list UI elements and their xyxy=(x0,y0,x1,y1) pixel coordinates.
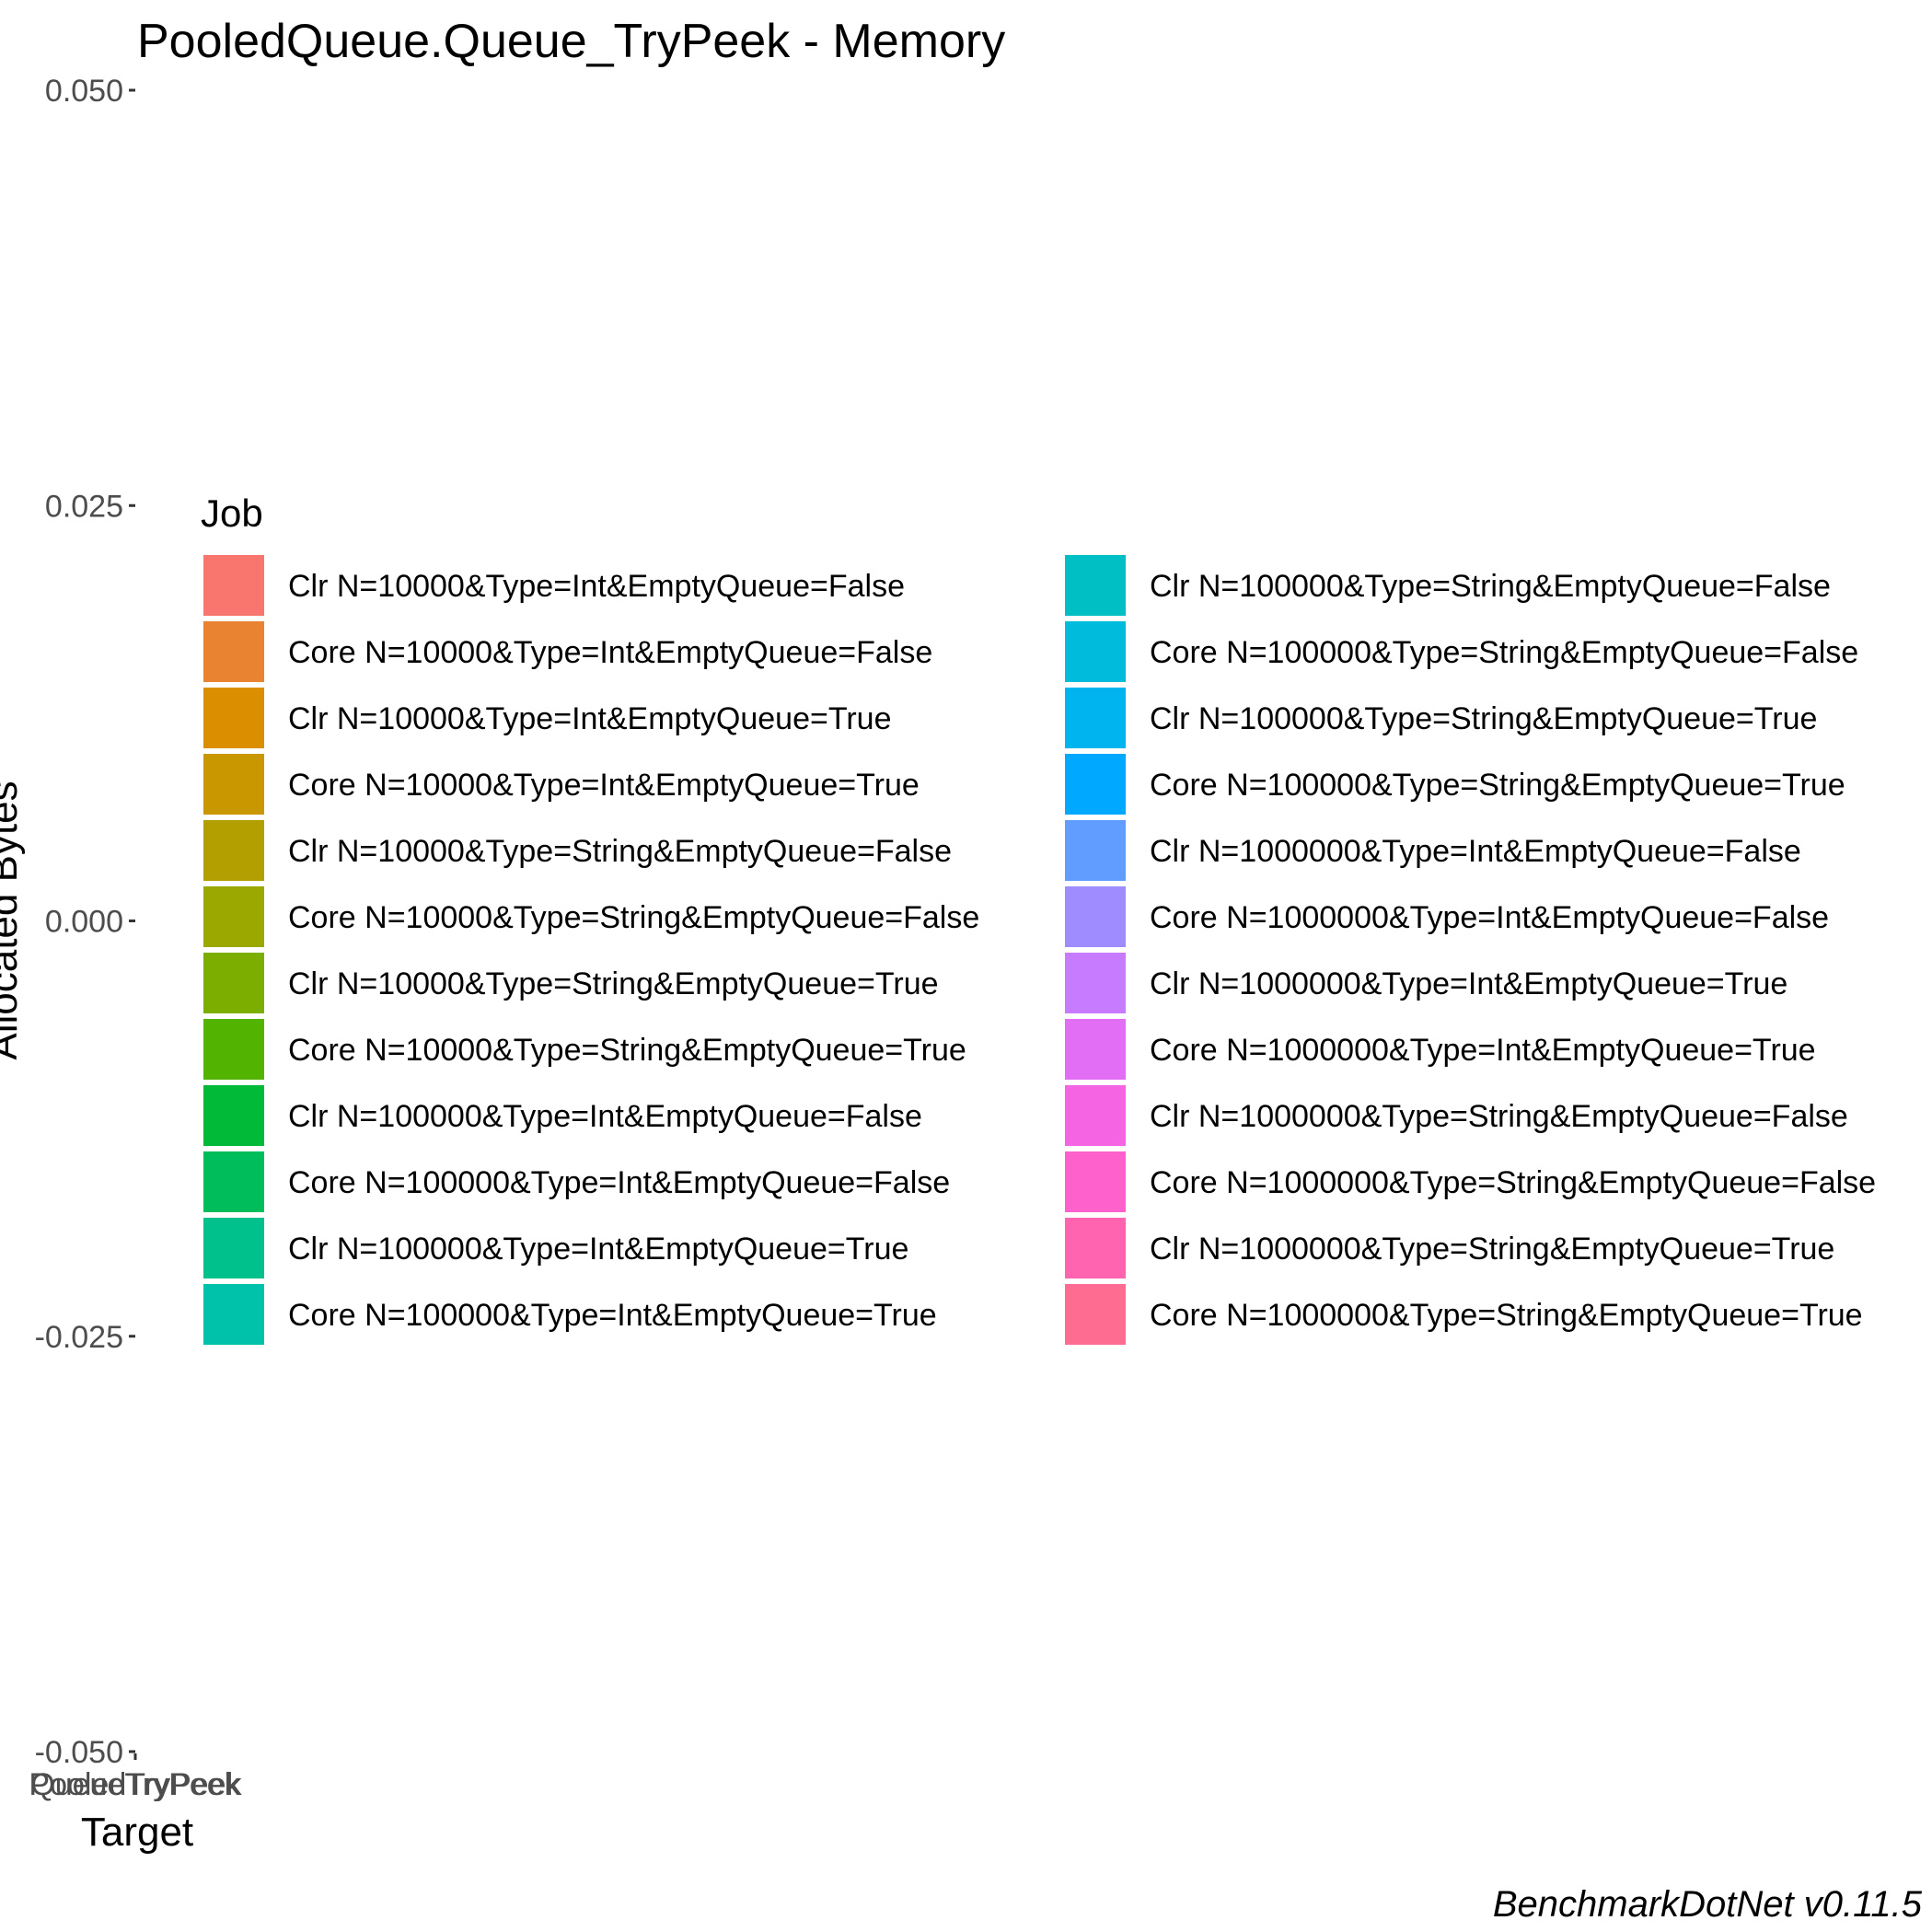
legend-label: Core N=1000000&Type=String&EmptyQueue=Tr… xyxy=(1150,1298,1863,1333)
legend-label: Clr N=1000000&Type=String&EmptyQueue=Tru… xyxy=(1150,1232,1834,1267)
y-tick-label: 0.025 xyxy=(45,489,123,524)
y-axis-title: Allocated Bytes xyxy=(0,781,26,1059)
legend-label: Core N=10000&Type=Int&EmptyQueue=True xyxy=(288,768,920,803)
x-tick-label: PooledTryPeek xyxy=(29,1767,242,1802)
legend: Job Clr N=10000&Type=Int&EmptyQueue=Fals… xyxy=(201,492,1876,1345)
y-tick-label: 0.000 xyxy=(45,905,123,940)
legend-label: Clr N=1000000&Type=String&EmptyQueue=Fal… xyxy=(1150,1099,1848,1134)
legend-label: Clr N=100000&Type=String&EmptyQueue=Fals… xyxy=(1150,569,1831,604)
legend-key xyxy=(203,953,264,1013)
legend-key xyxy=(203,688,264,748)
legend-key xyxy=(1065,1284,1126,1345)
legend-label: Clr N=10000&Type=Int&EmptyQueue=True xyxy=(288,701,892,736)
y-axis: -0.050 -0.025 0.000 0.025 0.050 xyxy=(35,74,135,1770)
legend-key xyxy=(1065,1085,1126,1146)
legend-key xyxy=(1065,1019,1126,1080)
legend-key xyxy=(1065,754,1126,815)
legend-label: Core N=100000&Type=Int&EmptyQueue=False xyxy=(288,1165,950,1200)
legend-key xyxy=(203,754,264,815)
legend-key xyxy=(1065,953,1126,1013)
legend-label: Core N=1000000&Type=Int&EmptyQueue=True xyxy=(1150,1033,1816,1068)
legend-label: Clr N=100000&Type=Int&EmptyQueue=True xyxy=(288,1232,908,1267)
legend-key xyxy=(203,1151,264,1212)
legend-label: Clr N=100000&Type=String&EmptyQueue=True xyxy=(1150,701,1817,736)
legend-key xyxy=(1065,1218,1126,1278)
legend-key xyxy=(203,1284,264,1345)
legend-label: Clr N=10000&Type=Int&EmptyQueue=False xyxy=(288,569,905,604)
legend-key xyxy=(1065,621,1126,682)
y-tick-label: -0.025 xyxy=(35,1320,123,1355)
legend-label: Core N=100000&Type=Int&EmptyQueue=True xyxy=(288,1298,937,1333)
legend-label: Core N=10000&Type=Int&EmptyQueue=False xyxy=(288,635,932,670)
legend-label: Clr N=1000000&Type=Int&EmptyQueue=True xyxy=(1150,966,1787,1001)
y-tick-label: -0.050 xyxy=(35,1735,123,1770)
legend-key xyxy=(203,555,264,616)
legend-title: Job xyxy=(201,492,263,535)
legend-key xyxy=(1065,688,1126,748)
legend-label: Core N=1000000&Type=Int&EmptyQueue=False xyxy=(1150,900,1829,935)
legend-items: Clr N=10000&Type=Int&EmptyQueue=False Cor… xyxy=(203,555,1876,1345)
legend-key xyxy=(1065,1151,1126,1212)
y-tick-label: 0.050 xyxy=(45,74,123,109)
x-axis-title: Target xyxy=(81,1810,193,1855)
legend-label: Clr N=10000&Type=String&EmptyQueue=True xyxy=(288,966,939,1001)
legend-label: Core N=1000000&Type=String&EmptyQueue=Fa… xyxy=(1150,1165,1876,1200)
legend-key xyxy=(203,820,264,881)
legend-key xyxy=(1065,886,1126,947)
legend-key xyxy=(203,1019,264,1080)
legend-key xyxy=(203,886,264,947)
legend-label: Clr N=1000000&Type=Int&EmptyQueue=False xyxy=(1150,834,1801,869)
legend-label: Clr N=10000&Type=String&EmptyQueue=False xyxy=(288,834,952,869)
legend-key xyxy=(1065,555,1126,616)
legend-key xyxy=(203,621,264,682)
x-tick-label: QueueTryPeek xyxy=(30,1767,240,1802)
chart-title: PooledQueue.Queue_TryPeek - Memory xyxy=(137,15,1005,68)
caption: BenchmarkDotNet v0.11.5 xyxy=(1493,1884,1923,1925)
legend-key xyxy=(1065,820,1126,881)
legend-label: Core N=10000&Type=String&EmptyQueue=Fals… xyxy=(288,900,979,935)
legend-label: Core N=100000&Type=String&EmptyQueue=Tru… xyxy=(1150,768,1845,803)
legend-key xyxy=(203,1085,264,1146)
legend-label: Core N=100000&Type=String&EmptyQueue=Fal… xyxy=(1150,635,1858,670)
legend-key xyxy=(203,1218,264,1278)
legend-label: Clr N=100000&Type=Int&EmptyQueue=False xyxy=(288,1099,922,1134)
legend-label: Core N=10000&Type=String&EmptyQueue=True xyxy=(288,1033,966,1068)
